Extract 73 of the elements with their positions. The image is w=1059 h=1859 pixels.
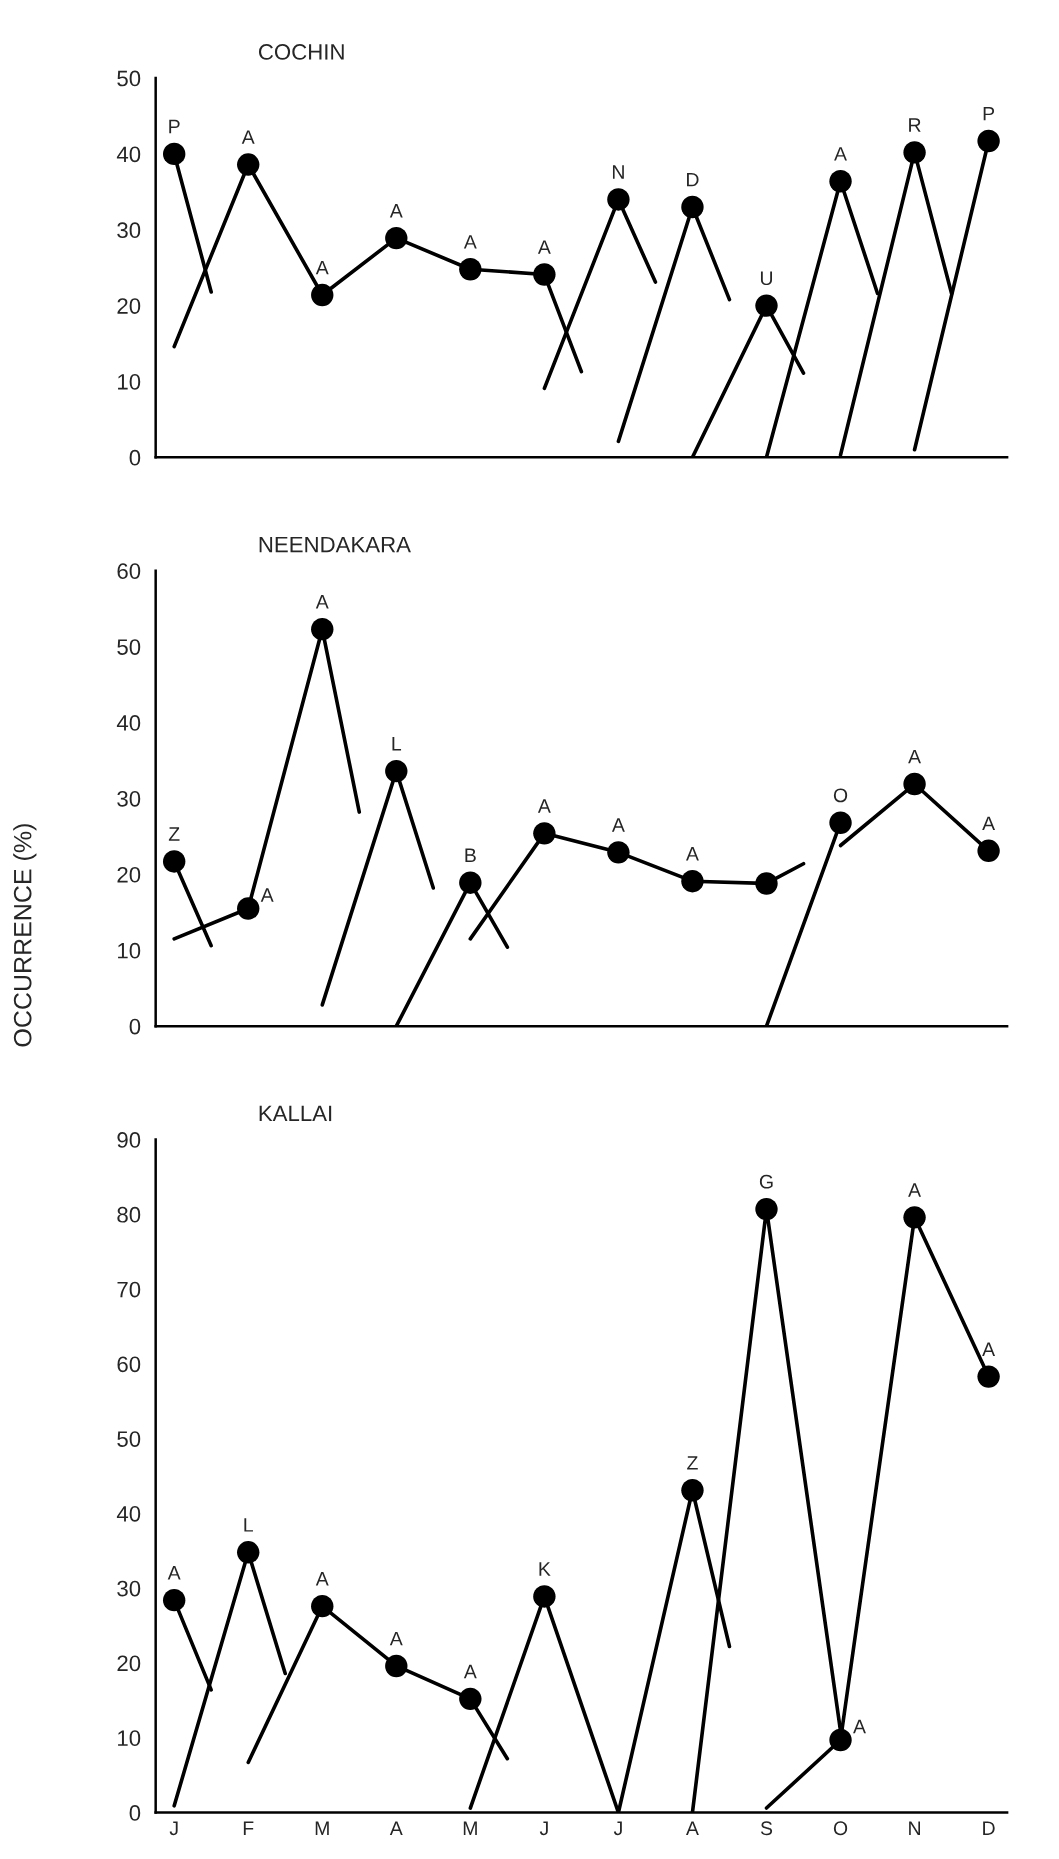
data-label: A — [167, 1566, 181, 1580]
x-tick-label: J — [539, 1821, 548, 1836]
data-label: A — [463, 235, 477, 249]
x-tick-label: A — [389, 1821, 403, 1835]
data-label: A — [389, 1631, 403, 1646]
y-tick-label: 90 — [117, 1132, 141, 1148]
data-label: A — [853, 1719, 866, 1734]
data-label: U — [760, 271, 773, 286]
data-label: B — [465, 848, 476, 862]
y-tick-label: 10 — [118, 1730, 141, 1747]
data-label: A — [315, 1572, 329, 1586]
data-label: A — [260, 888, 274, 902]
data-label: A — [537, 240, 551, 254]
y-tick-label: 70 — [117, 1281, 141, 1298]
x-tick-label: F — [243, 1821, 254, 1835]
data-label: P — [983, 106, 995, 121]
data-label: A — [315, 595, 329, 609]
y-axis-title: OCCURRENCE (%) — [13, 824, 37, 1047]
y-tick-label: 0 — [129, 1805, 141, 1821]
y-tick-label: 40 — [116, 715, 141, 731]
y-tick-label: 40 — [116, 146, 141, 163]
y-tick-label: 20 — [117, 298, 141, 314]
y-tick-label: 20 — [117, 1655, 141, 1672]
data-label: A — [537, 799, 551, 813]
data-label: L — [392, 737, 402, 751]
data-label: N — [612, 165, 624, 179]
y-tick-label: 0 — [129, 1018, 141, 1035]
data-label: A — [834, 147, 847, 161]
y-tick-label: 50 — [117, 1431, 141, 1447]
y-tick-label: 30 — [117, 1580, 141, 1597]
y-tick-label: 80 — [117, 1206, 141, 1223]
data-label: A — [463, 1664, 477, 1679]
data-label: A — [982, 816, 996, 831]
x-tick-label: N — [909, 1821, 920, 1835]
y-tick-label: 30 — [117, 790, 141, 807]
data-label: A — [908, 1183, 922, 1197]
data-label: L — [244, 1518, 253, 1532]
data-label: P — [169, 119, 180, 134]
data-label: D — [687, 172, 699, 187]
y-tick-label: 30 — [117, 222, 141, 239]
data-label: A — [611, 818, 625, 832]
data-label: A — [686, 847, 699, 861]
chart-title: NEENDAKARA — [259, 536, 411, 553]
data-label: A — [389, 204, 403, 218]
x-tick-label: M — [315, 1821, 329, 1835]
y-tick-label: 60 — [117, 1356, 141, 1373]
data-label: O — [833, 788, 848, 803]
y-tick-label: 0 — [129, 449, 141, 466]
chart-title: KALLAI — [259, 1105, 332, 1122]
x-tick-label: S — [760, 1821, 773, 1836]
data-label: K — [539, 1562, 551, 1576]
x-tick-label: O — [833, 1821, 848, 1836]
y-tick-label: 40 — [116, 1505, 141, 1522]
data-label: G — [759, 1174, 773, 1189]
data-label: Z — [168, 827, 180, 841]
data-label: R — [909, 118, 921, 132]
data-label: A — [982, 1342, 996, 1356]
y-tick-label: 60 — [117, 563, 141, 579]
y-tick-label: 20 — [117, 866, 141, 883]
y-tick-label: 10 — [118, 374, 141, 390]
data-label: A — [908, 749, 922, 764]
x-tick-label: D — [983, 1821, 995, 1835]
data-label: A — [241, 130, 255, 144]
x-tick-label: A — [686, 1821, 699, 1835]
chart-title: COCHIN — [258, 44, 344, 60]
x-tick-label: J — [169, 1821, 178, 1836]
data-label: A — [315, 260, 329, 275]
y-tick-label: 50 — [117, 70, 141, 87]
y-tick-label: 10 — [118, 942, 141, 959]
x-tick-label: M — [463, 1821, 477, 1835]
x-tick-label: J — [613, 1821, 622, 1836]
data-label: Z — [687, 1456, 698, 1470]
y-tick-label: 50 — [117, 639, 141, 655]
